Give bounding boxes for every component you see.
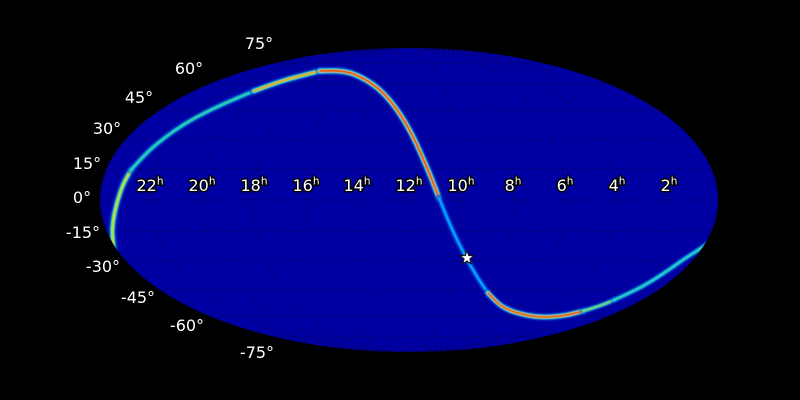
star-marker <box>459 250 475 265</box>
meridian-gridline <box>356 48 410 352</box>
probability-band <box>107 66 712 322</box>
band-segment-northwest-rise <box>130 90 255 171</box>
meridian-gridline <box>408 48 462 352</box>
ra-tick-label: 6h <box>557 176 574 196</box>
band-segment-faint-through-star <box>438 197 489 294</box>
dec-tick-label: 75° <box>245 34 273 53</box>
axis-labels: 22h 20h 18h 16h 14h 12h 10h 8h 6h 4h 2h 75° 60° 45°30… <box>64 33 678 364</box>
dec-tick-label: 60° <box>175 59 203 78</box>
band-segment-southeast-rise-cyan <box>613 242 709 301</box>
ra-tick-label: 14h <box>343 176 370 196</box>
ra-tick-label: 20h <box>188 176 215 196</box>
band-segment-southern-trough <box>487 292 584 318</box>
band-segment-southeast-rise-green <box>582 299 615 312</box>
meridian-gridline <box>408 48 566 352</box>
band-segment-left-edge-bright <box>111 169 132 251</box>
ra-tick-label: 12h <box>395 176 422 196</box>
star-marker-layer <box>459 250 475 265</box>
ra-tick-label: 4h <box>609 176 626 196</box>
meridian-gridline <box>149 48 410 352</box>
meridian-gridline <box>408 48 514 352</box>
ra-tick-label: 18h <box>240 176 267 196</box>
dec-tick-label: 15° <box>73 154 101 173</box>
dec-tick-label: 0° <box>73 188 91 207</box>
graticule <box>100 48 718 352</box>
meridian-gridline <box>304 48 410 352</box>
band-segment-apex-and-steep-descent <box>319 69 440 199</box>
dec-tick-label: -15° <box>66 223 100 242</box>
dec-tick-label: -45° <box>121 288 155 307</box>
meridian-gridline <box>408 48 669 352</box>
ra-tick-label: 16h <box>292 176 319 196</box>
dec-tick-label: 45° <box>125 88 153 107</box>
meridian-gridline <box>408 48 617 352</box>
dec-tick-label: -30° <box>86 257 120 276</box>
ra-tick-label: 10h <box>447 176 474 196</box>
band-segment-approach-apex <box>253 70 321 92</box>
ra-tick-label: 8h <box>505 176 522 196</box>
meridian-gridline <box>201 48 410 352</box>
dec-tick-label: -60° <box>170 316 204 335</box>
dec-tick-label: -75° <box>240 343 274 362</box>
ra-tick-label: 22h <box>136 176 163 196</box>
meridian-gridline <box>252 48 410 352</box>
dec-tick-label: 30° <box>93 119 121 138</box>
ra-tick-label: 2h <box>661 176 678 196</box>
